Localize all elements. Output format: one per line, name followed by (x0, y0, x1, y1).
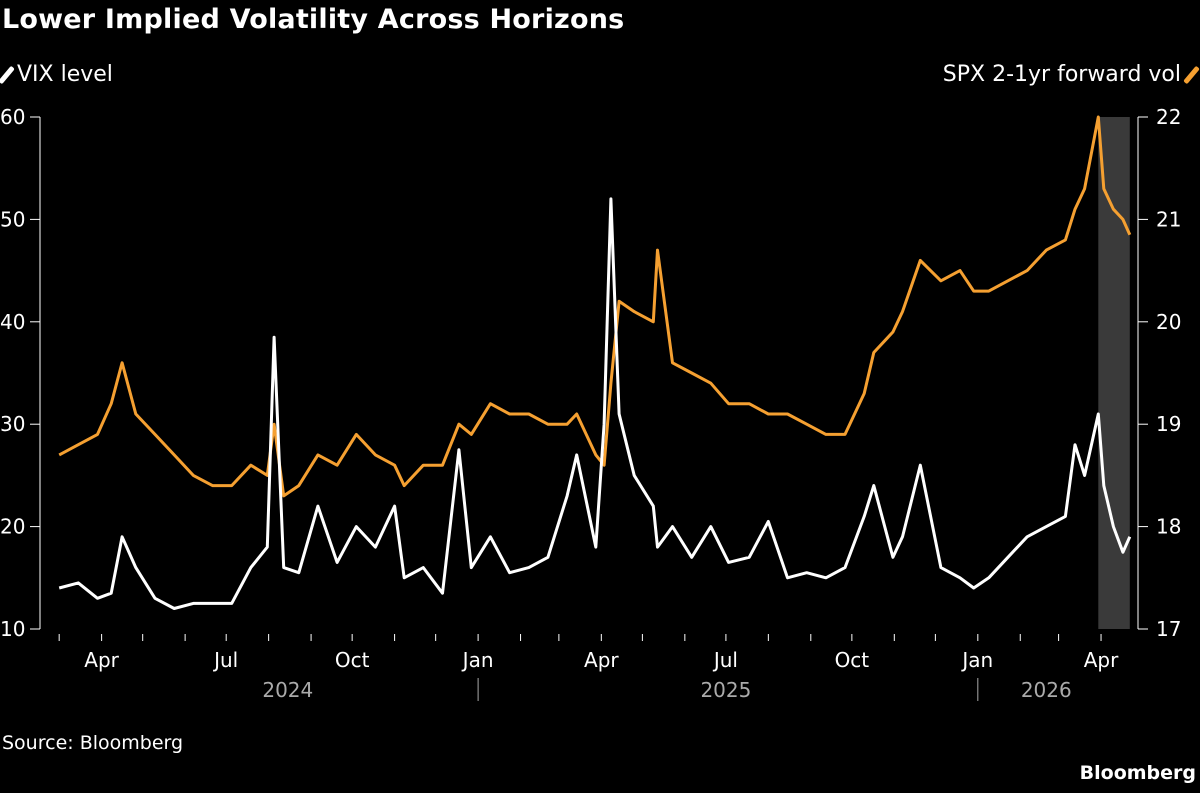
x-axis-tick-label: Jan (461, 648, 494, 672)
bloomberg-logo: Bloomberg (1079, 762, 1196, 784)
spx-forward-vol-line (58, 115, 1132, 498)
left-axis-tick-label: 10 (0, 617, 25, 641)
right-axis-tick-label: 22 (1156, 105, 1181, 129)
legend-label: VIX level (17, 62, 113, 87)
left-axis-tick-label: 50 (0, 207, 25, 231)
left-axis-tick-label: 20 (0, 515, 25, 539)
legend-vix: VIX level (0, 62, 113, 87)
chart-title: Lower Implied Volatility Across Horizons (2, 4, 625, 35)
x-axis-tick-label: Oct (335, 648, 370, 672)
left-axis-tick-label: 60 (0, 105, 25, 129)
x-axis-tick-label: Apr (1084, 648, 1119, 672)
x-axis-year-label: 2026 (1021, 678, 1072, 702)
shaded-region (1098, 117, 1130, 629)
right-axis-tick-label: 17 (1156, 617, 1181, 641)
left-axis-tick-label: 30 (0, 412, 25, 436)
right-axis-tick-label: 19 (1156, 412, 1181, 436)
right-axis-tick-label: 21 (1156, 207, 1181, 231)
x-axis-tick-label: Jul (712, 648, 738, 672)
x-axis-tick-label: Oct (835, 648, 870, 672)
left-axis-tick-label: 40 (0, 310, 25, 334)
x-axis-tick-label: Apr (584, 648, 619, 672)
x-axis-year-label: 2025 (700, 678, 751, 702)
right-axis-tick-label: 18 (1156, 515, 1181, 539)
x-axis-tick-label: Apr (84, 648, 119, 672)
x-axis-tick-label: Jan (960, 648, 993, 672)
legend-spx-forward-vol: SPX 2-1yr forward vol (942, 62, 1200, 87)
x-axis-tick-label: Jul (212, 648, 238, 672)
source-note: Source: Bloomberg (2, 732, 184, 754)
x-axis-year-label: 2024 (262, 678, 313, 702)
legend-label: SPX 2-1yr forward vol (942, 62, 1181, 87)
vix-level-line (58, 197, 1132, 610)
right-axis-tick-label: 20 (1156, 310, 1181, 334)
